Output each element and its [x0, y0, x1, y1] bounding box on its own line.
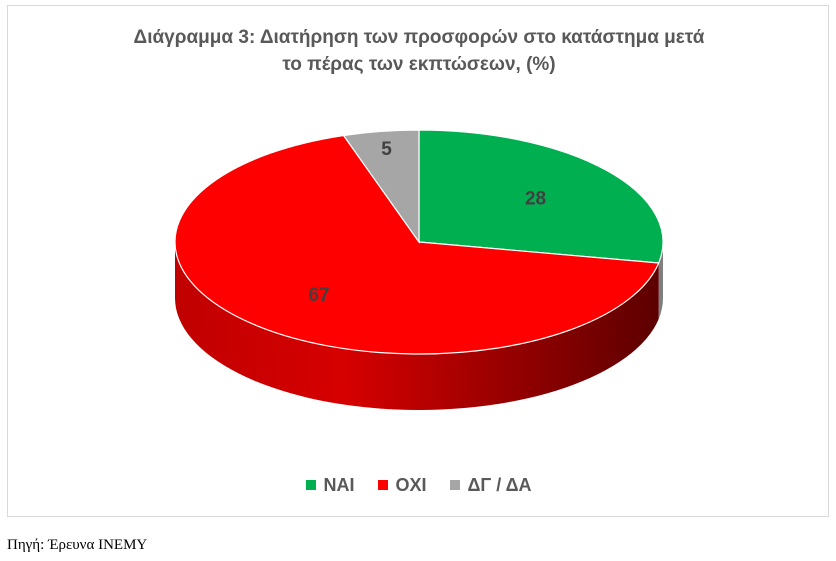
pie-chart: 28 67 5 — [174, 129, 664, 410]
legend-swatch — [378, 480, 389, 490]
legend-swatch — [450, 480, 461, 490]
pie-side-οχι — [175, 242, 659, 410]
pie-slice-δγ-δα — [342, 129, 420, 244]
pie-tops — [174, 129, 664, 355]
chart-title-line-2: το πέρας των εκπτώσεων, (%) — [282, 54, 556, 75]
data-label-οχι: 67 — [308, 285, 329, 306]
legend-item-δγ-δα: ΔΓ / ΔΑ — [450, 474, 532, 496]
chart-title: Διάγραμμα 3: Διατήρηση των προσφορών στο… — [8, 24, 830, 78]
legend-item-οχι: ΟΧΙ — [378, 475, 426, 496]
legend-label: ΔΓ / ΔΑ — [467, 474, 532, 495]
legend-label: ΟΧΙ — [395, 474, 427, 495]
source-note: Πηγή: Έρευνα ΙΝΕΜΥ — [7, 537, 148, 553]
chart-frame: Διάγραμμα 3: Διατήρηση των προσφορών στο… — [7, 5, 829, 517]
legend: ΝΑΙ ΟΧΙ ΔΓ / ΔΑ — [8, 474, 830, 496]
data-label-δγ-δα: 5 — [381, 139, 392, 160]
chart-title-line-1: Διάγραμμα 3: Διατήρηση των προσφορών στο… — [133, 27, 705, 48]
data-label-ναι: 28 — [525, 189, 546, 210]
legend-item-ναι: ΝΑΙ — [306, 475, 354, 496]
pie-slice-οχι — [174, 134, 660, 355]
pie-slice-ναι — [418, 129, 664, 264]
pie-labels: 28 67 5 — [308, 139, 546, 306]
legend-label: ΝΑΙ — [323, 474, 355, 495]
legend-swatch — [306, 480, 317, 490]
